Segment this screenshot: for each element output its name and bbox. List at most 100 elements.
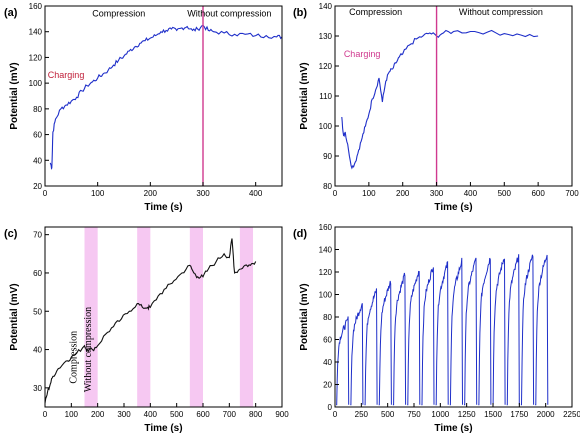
y-tick-label: 140 [319, 2, 333, 11]
x-tick-label: 700 [223, 410, 237, 419]
y-tick-label: 60 [33, 269, 42, 278]
x-tick-label: 0 [43, 410, 48, 419]
chart-panel-1: 0 100 200 300 400 20 40 60 80 100 120 140 160 Time (s… [4, 2, 283, 213]
panel-label: (a) [4, 7, 18, 19]
y-axis-label: Potential (mV) [9, 62, 20, 129]
x-tick-label: 700 [565, 189, 579, 198]
y-tick-label: 100 [29, 79, 43, 88]
cycle-line-14 [520, 254, 535, 406]
x-tick-label: 1000 [431, 410, 449, 419]
x-tick-label: 2250 [563, 410, 580, 419]
annotation-label: Compression [69, 331, 80, 384]
annotation-label: Compression [92, 8, 145, 18]
cycle-line-2 [350, 303, 364, 406]
cycle-line-13 [506, 254, 520, 406]
y-tick-label: 100 [319, 291, 333, 300]
x-axis-label: Time (s) [144, 202, 182, 213]
x-tick-label: 800 [249, 410, 263, 419]
x-tick-label: 400 [249, 189, 263, 198]
chart-panel-2: 0 100 200 300 400 500 600 700 80 90 100 110 120 130 14… [293, 2, 579, 213]
cycle-line-5 [392, 272, 407, 406]
cycle-line-6 [407, 270, 421, 406]
x-tick-label: 300 [196, 189, 210, 198]
chart-panel-3: 0 100 200 300 400 500 600 700 800 900 30 40 50 60 70 Ti… [4, 226, 289, 434]
y-tick-label: 20 [33, 182, 42, 191]
y-tick-label: 100 [319, 122, 333, 131]
x-tick-label: 100 [65, 410, 79, 419]
y-tick-label: 60 [33, 131, 42, 140]
x-tick-label: 200 [396, 189, 410, 198]
data-series-line-1 [341, 29, 539, 170]
annotation-label: Without compression [83, 307, 94, 392]
x-tick-label: 500 [381, 410, 395, 419]
x-tick-label: 1250 [458, 410, 476, 419]
x-tick-label: 0 [333, 189, 338, 198]
x-tick-label: 0 [333, 410, 338, 419]
y-tick-label: 50 [33, 307, 42, 316]
x-tick-label: 900 [275, 410, 289, 419]
y-tick-label: 130 [319, 32, 333, 41]
shaded-region-1 [84, 227, 98, 407]
x-axis-label: Time (s) [434, 202, 472, 213]
y-tick-label: 80 [323, 313, 332, 322]
x-axis-label: Time (s) [144, 423, 182, 434]
annotation-label: Charging [48, 70, 85, 80]
x-tick-label: 1750 [510, 410, 528, 419]
x-tick-label: 500 [170, 410, 184, 419]
y-axis-label: Potential (mV) [9, 283, 20, 350]
cycle-line-12 [492, 258, 506, 406]
x-axis-label: Time (s) [434, 423, 472, 434]
x-tick-label: 300 [117, 410, 131, 419]
y-tick-label: 140 [319, 246, 333, 255]
cycle-line-15 [535, 254, 549, 406]
shaded-region-3 [189, 227, 203, 407]
y-tick-label: 140 [29, 28, 43, 37]
y-tick-label: 80 [33, 105, 42, 114]
y-tick-label: 90 [323, 152, 332, 161]
x-tick-label: 400 [464, 189, 478, 198]
panel-label: (d) [293, 228, 307, 240]
x-tick-label: 2000 [537, 410, 555, 419]
y-tick-label: 160 [29, 2, 43, 11]
shaded-region-4 [239, 227, 254, 407]
annotation-label: Without compression [459, 7, 543, 17]
x-tick-label: 100 [91, 189, 105, 198]
y-tick-label: 40 [323, 358, 332, 367]
y-axis-label: Potential (mV) [299, 62, 310, 129]
x-tick-label: 0 [43, 189, 48, 198]
plot-frame [44, 5, 283, 187]
x-tick-label: 600 [531, 189, 545, 198]
y-tick-label: 30 [33, 384, 42, 393]
y-axis-label: Potential (mV) [299, 283, 310, 350]
y-tick-label: 160 [319, 223, 333, 232]
x-tick-label: 200 [144, 189, 158, 198]
y-tick-label: 60 [323, 336, 332, 345]
plot-frame [44, 226, 283, 408]
cycle-line-3 [364, 288, 378, 406]
x-tick-label: 250 [355, 410, 369, 419]
panel-label: (c) [4, 228, 18, 240]
y-tick-label: 0 [328, 403, 333, 412]
data-series-line-1 [49, 24, 283, 170]
y-tick-label: 40 [33, 346, 42, 355]
x-tick-label: 100 [362, 189, 376, 198]
x-tick-label: 600 [196, 410, 210, 419]
y-tick-label: 120 [319, 62, 333, 71]
cycle-line-11 [478, 257, 492, 406]
cycle-line-9 [449, 257, 463, 406]
y-tick-label: 120 [29, 53, 43, 62]
cycle-line-10 [464, 257, 478, 406]
x-tick-label: 200 [91, 410, 105, 419]
cycle-line-8 [435, 261, 449, 406]
cycle-line-7 [421, 267, 435, 406]
y-tick-label: 120 [319, 268, 333, 277]
y-tick-label: 40 [33, 156, 42, 165]
annotation-label: Compression [349, 7, 402, 17]
x-tick-label: 1500 [484, 410, 502, 419]
y-tick-label: 70 [33, 231, 42, 240]
x-tick-label: 400 [144, 410, 158, 419]
data-series-line-1 [44, 238, 257, 404]
cycle-line-4 [378, 280, 392, 406]
shaded-region-2 [137, 227, 151, 407]
